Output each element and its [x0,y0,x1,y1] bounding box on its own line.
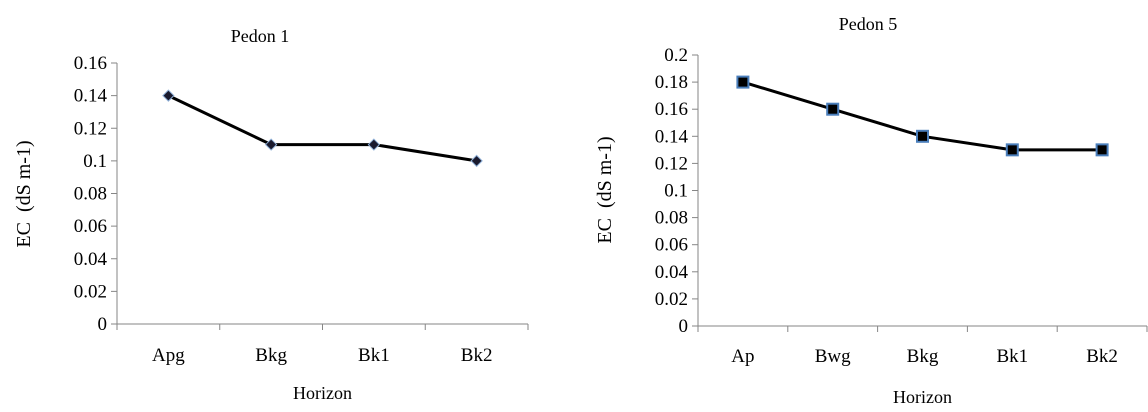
data-point [1095,143,1109,157]
data-point [162,89,175,102]
y-tick-label: 0.02 [655,289,688,310]
y-tick-label: 0.08 [74,184,107,205]
y-tick-label: 0.1 [83,151,107,172]
data-point [826,102,840,116]
data-point [1005,143,1019,157]
x-tick-label: Ap [731,346,754,367]
y-tick-label: 0 [679,316,689,337]
x-tick-label: Bwg [815,346,851,367]
data-point [736,75,750,89]
data-point [470,154,483,168]
y-tick-label: 0.12 [655,153,688,174]
y-tick-label: 0.14 [655,126,689,147]
y-axis-label: EC (dS m-1) [13,140,35,247]
x-tick-label: Bk2 [1086,346,1118,367]
x-tick-label: Bk1 [358,345,390,366]
data-point [264,138,278,151]
chart-pedon-1: Pedon 1 0 0.02 0.04 0.06 0.08 0.1 0.12 0.14 0.16 A… [13,26,529,403]
data-point [367,138,381,151]
y-tick-label: 0.16 [74,53,107,74]
y-tick-label: 0 [98,314,108,335]
y-tick-label: 0.2 [664,45,688,66]
y-tick-label: 0.04 [655,262,689,283]
y-tick-label: 0.18 [655,72,688,93]
chart-pedon-5: Pedon 5 0 0.02 0.04 0.06 0.08 0.1 0.12 0.14 0.16 0… [594,14,1148,407]
x-tick-label: Bkg [255,345,287,366]
x-tick-label: Bkg [907,346,939,367]
series-line [167,94,477,163]
chart-title: Pedon 5 [839,14,898,34]
y-tick-label: 0.08 [655,208,688,229]
y-tick-label: 0.06 [655,235,688,256]
y-tick-label: 0.16 [655,99,688,120]
x-axis-label: Horizon [293,383,352,403]
x-axis-label: Horizon [893,387,952,407]
y-tick-label: 0.1 [664,181,688,202]
y-tick-label: 0.06 [74,216,107,237]
chart-title: Pedon 1 [231,26,290,46]
y-tick-label: 0.12 [74,118,107,139]
y-tick-label: 0.14 [74,86,108,107]
data-point [916,129,929,143]
y-tick-label: 0.04 [74,249,108,270]
y-axis-label: EC (dS m-1) [594,136,616,243]
x-tick-label: Bk1 [996,346,1028,367]
y-tick-label: 0.02 [74,281,107,302]
x-tick-label: Bk2 [461,345,493,366]
x-tick-label: Apg [152,345,185,366]
